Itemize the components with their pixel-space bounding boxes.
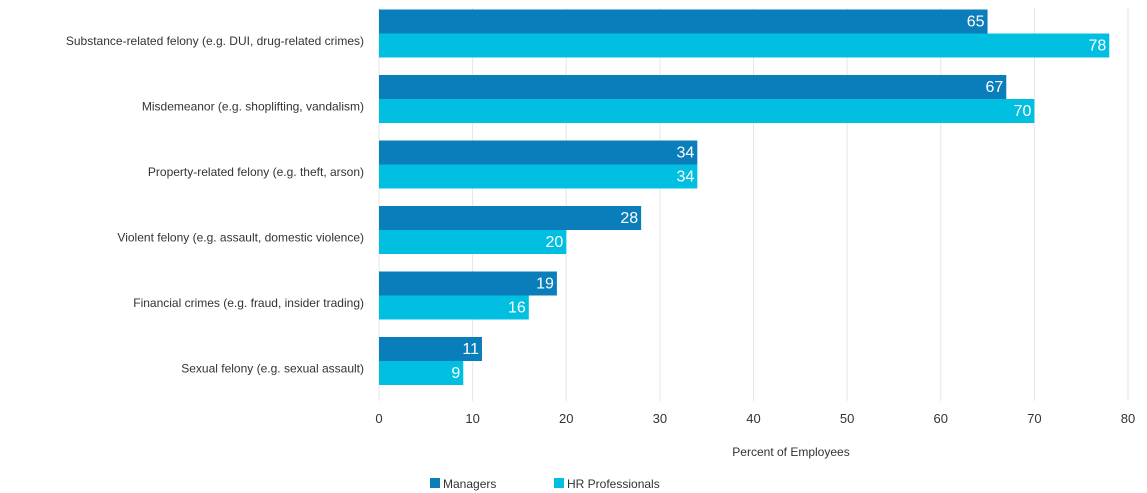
x-tick-label: 0 bbox=[375, 411, 382, 426]
bars: 65 67 34 28 19 11 78 70 34 20 16 9 bbox=[379, 9, 1110, 385]
bar-value-label: 28 bbox=[620, 210, 638, 227]
bar-value-label: 16 bbox=[508, 300, 526, 317]
bar-value-label: 34 bbox=[677, 145, 695, 162]
category-label: Financial crimes (e.g. fraud, insider tr… bbox=[133, 296, 364, 310]
bar-value-label: 11 bbox=[462, 341, 479, 358]
x-axis-title: Percent of Employees bbox=[732, 445, 849, 459]
x-tick-label: 50 bbox=[840, 411, 854, 426]
bar-hr-professionals bbox=[379, 99, 1035, 123]
bar-value-label: 70 bbox=[1014, 103, 1032, 120]
category-labels: Substance-related felony (e.g. DUI, drug… bbox=[66, 34, 364, 376]
x-tick-label: 60 bbox=[934, 411, 948, 426]
bar-hr-professionals bbox=[379, 230, 567, 254]
x-axis-ticks: 0 10 20 30 40 50 60 70 80 bbox=[375, 411, 1135, 426]
bar-managers bbox=[379, 337, 482, 361]
bar-value-label: 9 bbox=[451, 365, 460, 382]
category-label: Substance-related felony (e.g. DUI, drug… bbox=[66, 34, 364, 48]
x-tick-label: 20 bbox=[559, 411, 573, 426]
x-tick-label: 70 bbox=[1027, 411, 1041, 426]
bar-value-label: 20 bbox=[545, 234, 563, 251]
bar-value-label: 34 bbox=[677, 169, 695, 186]
bar-managers bbox=[379, 9, 988, 34]
legend-swatch bbox=[554, 478, 564, 488]
bar-value-label: 65 bbox=[967, 14, 985, 31]
bar-value-label: 19 bbox=[536, 276, 554, 293]
category-label: Sexual felony (e.g. sexual assault) bbox=[181, 361, 364, 375]
category-label: Violent felony (e.g. assault, domestic v… bbox=[117, 230, 364, 244]
category-label: Misdemeanor (e.g. shoplifting, vandalism… bbox=[142, 99, 364, 113]
legend-label: HR Professionals bbox=[567, 477, 660, 491]
legend: Managers HR Professionals bbox=[430, 477, 660, 491]
bar-managers bbox=[379, 206, 642, 230]
gridlines bbox=[378, 8, 1129, 401]
x-tick-label: 10 bbox=[465, 411, 479, 426]
x-tick-label: 40 bbox=[746, 411, 760, 426]
bar-managers bbox=[379, 140, 698, 165]
x-tick-label: 80 bbox=[1121, 411, 1135, 426]
bar-hr-professionals bbox=[379, 164, 698, 189]
legend-swatch bbox=[430, 478, 440, 488]
category-label: Property-related felony (e.g. theft, ars… bbox=[148, 165, 364, 179]
bar-managers bbox=[379, 75, 1007, 99]
x-tick-label: 30 bbox=[653, 411, 667, 426]
bar-value-label: 67 bbox=[985, 79, 1003, 96]
bar-hr-professionals bbox=[379, 361, 464, 385]
bar-value-label: 78 bbox=[1088, 38, 1106, 55]
bar-managers bbox=[379, 271, 557, 296]
bar-hr-professionals bbox=[379, 295, 529, 320]
legend-label: Managers bbox=[443, 477, 496, 491]
bar-hr-professionals bbox=[379, 33, 1110, 58]
